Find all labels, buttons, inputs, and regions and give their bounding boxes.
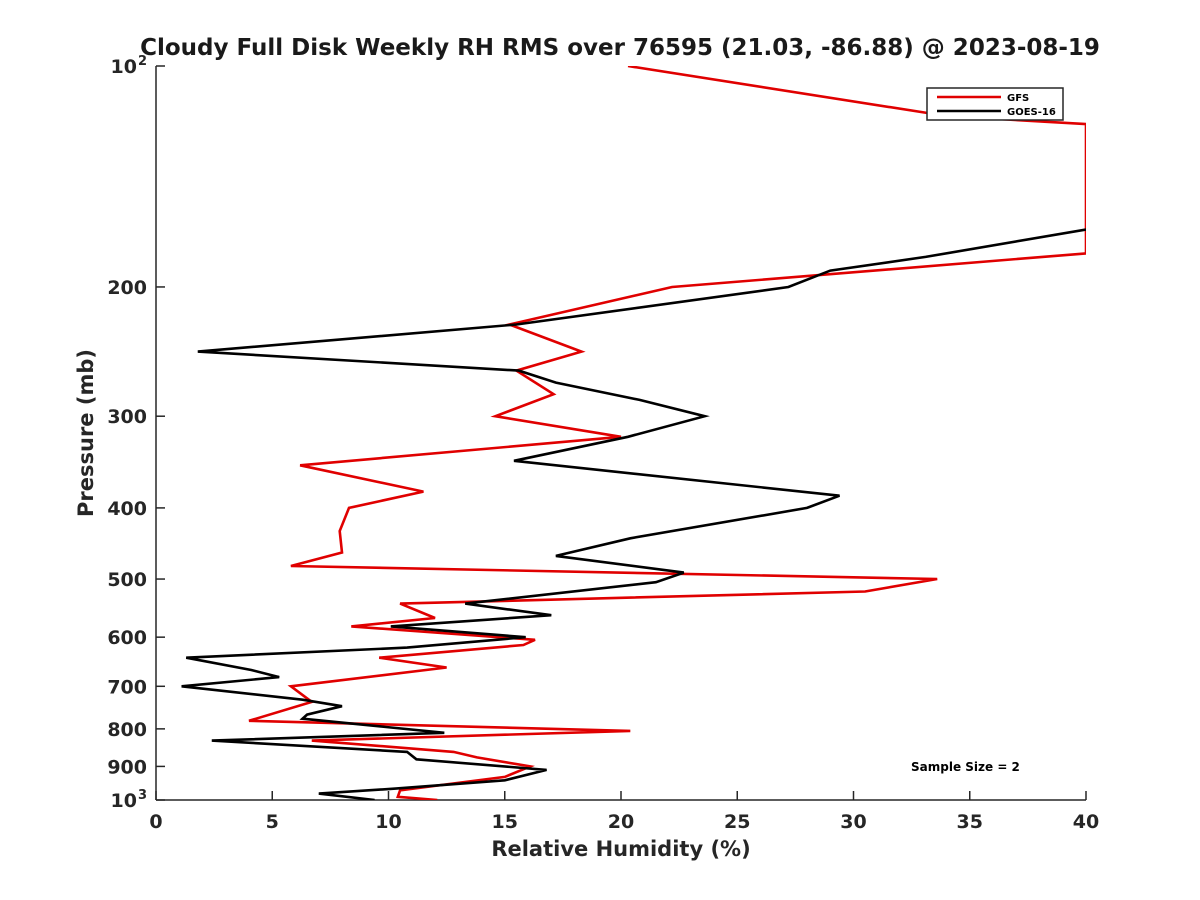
y-tick-exponent: 3 — [138, 788, 147, 803]
chart-title: Cloudy Full Disk Weekly RH RMS over 7659… — [140, 35, 1100, 61]
legend-label-goes16: GOES-16 — [1007, 107, 1056, 118]
y-tick-label: 800 — [107, 719, 147, 741]
sample-size-annotation: Sample Size = 2 — [911, 760, 1020, 774]
y-tick-exponent: 2 — [138, 54, 147, 69]
x-tick-label: 15 — [492, 811, 518, 833]
y-tick-label: 200 — [107, 277, 147, 299]
legend-label-gfs: GFS — [1007, 93, 1029, 104]
series-line-goes-16 — [181, 228, 1086, 800]
x-tick-label: 35 — [957, 811, 983, 833]
x-axis-label: Relative Humidity (%) — [491, 837, 750, 861]
y-tick-base: 10 — [111, 790, 137, 812]
x-ticks: 0 5 10 15 20 25 30 35 40 — [149, 791, 1099, 833]
y-tick-label: 400 — [107, 498, 147, 520]
legend: GFS GOES-16 — [926, 87, 1064, 121]
x-tick-label: 25 — [724, 811, 750, 833]
x-tick-label: 0 — [149, 811, 162, 833]
y-tick-label: 700 — [107, 676, 147, 698]
y-tick-base: 10 — [111, 56, 137, 78]
x-tick-label: 30 — [840, 811, 866, 833]
y-axis-label: Pressure (mb) — [74, 349, 98, 517]
y-tick-label: 900 — [107, 756, 147, 778]
x-tick-label: 40 — [1073, 811, 1099, 833]
y-tick-label: 500 — [107, 569, 147, 591]
legend-box — [926, 87, 1064, 121]
series-line-gfs — [248, 66, 1086, 800]
x-tick-label: 5 — [266, 811, 279, 833]
y-tick-label: 600 — [107, 627, 147, 649]
series-layer — [181, 66, 1086, 800]
y-tick-label-power: 210 — [111, 54, 147, 78]
x-tick-label: 20 — [608, 811, 634, 833]
y-tick-label: 300 — [107, 406, 147, 428]
y-tick-label-power: 310 — [111, 788, 147, 812]
x-tick-label: 10 — [375, 811, 401, 833]
